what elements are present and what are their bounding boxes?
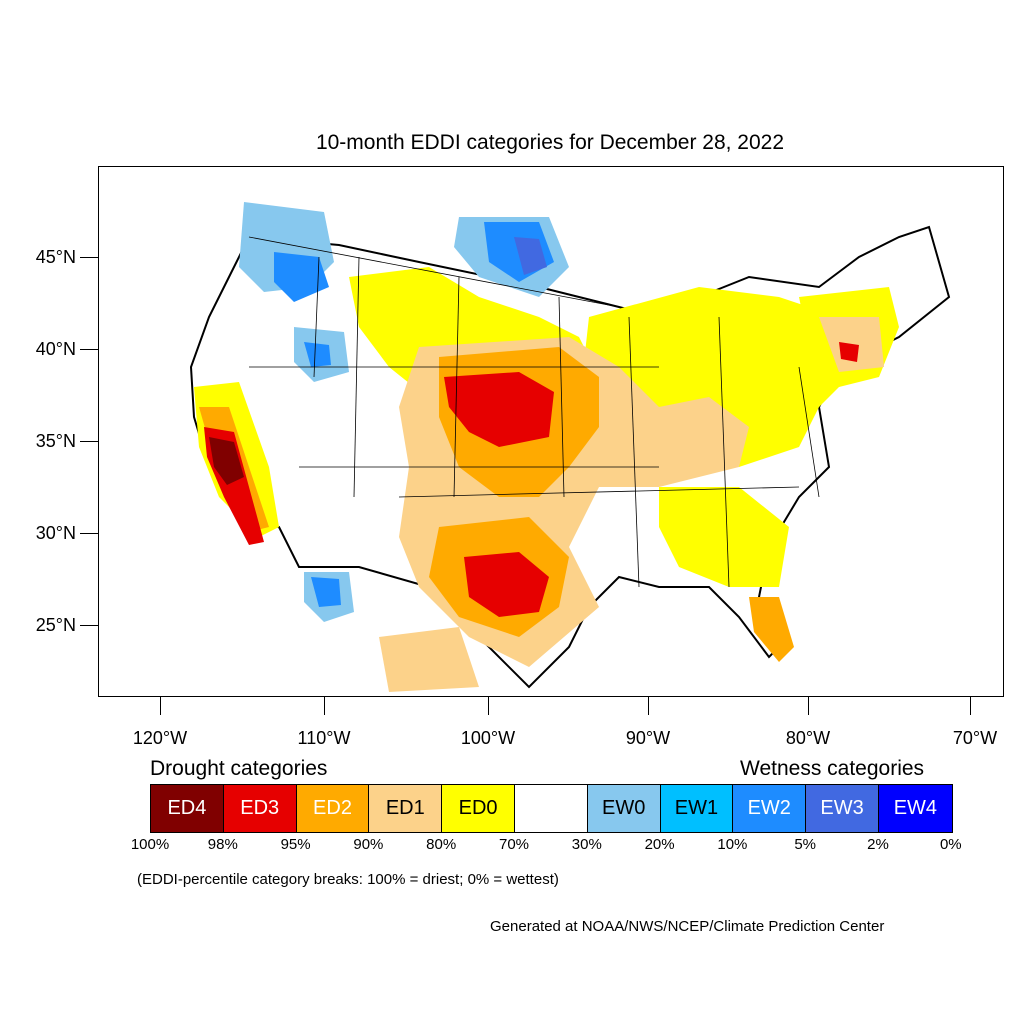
map-plot-area [98, 166, 1004, 697]
lon-tick [970, 697, 971, 715]
lat-label-45n: 45°N [35, 247, 76, 267]
lon-label-70w: 70°W [952, 728, 998, 748]
legend-swatch-ed0: ED0 [442, 785, 515, 832]
legend-swatch-ew1: EW1 [660, 785, 734, 832]
ed1-area-mexico [379, 627, 479, 692]
wet-area-minnesota-deep [514, 237, 547, 275]
lon-label-120w: 120°W [132, 728, 188, 748]
lat-label-40n: 40°N [35, 339, 76, 359]
lon-label-110w: 110°W [297, 728, 351, 748]
percentile-label: 10% [717, 836, 748, 853]
lat-tick [80, 349, 98, 350]
lat-tick [80, 533, 98, 534]
lon-tick [160, 697, 161, 715]
percentile-label: 2% [867, 836, 889, 853]
lon-label-100w: 100°W [460, 728, 516, 748]
eddi-map [189, 202, 951, 692]
ed3-area-texas [464, 552, 549, 617]
lon-label-90w: 90°W [625, 728, 671, 748]
lon-tick [648, 697, 649, 715]
percentile-label: 0% [939, 836, 962, 853]
percentile-label: 100% [130, 836, 170, 853]
lon-tick [488, 697, 489, 715]
legend-swatch-ed1: ED1 [369, 785, 443, 832]
lon-tick [808, 697, 809, 715]
legend-swatch-ew2: EW2 [733, 785, 807, 832]
ed0-area-southeast [659, 487, 789, 587]
ed3-area-northeast [839, 342, 859, 362]
percentile-label: 5% [794, 836, 817, 853]
wet-area-idaho [274, 252, 329, 302]
percentile-label: 80% [426, 836, 457, 853]
wetness-categories-title: Wetness categories [740, 757, 925, 780]
lon-tick [324, 697, 325, 715]
legend-swatch-ed4: ED4 [151, 785, 224, 832]
map-title: 10-month EDDI categories for December 28… [315, 131, 785, 154]
legend-swatch-ew3: EW3 [806, 785, 879, 832]
legend-swatch-normal [514, 785, 588, 832]
lat-label-30n: 30°N [35, 523, 76, 543]
credit-line: Generated at NOAA/NWS/NCEP/Climate Predi… [490, 918, 885, 935]
ed3-area-nebraska [444, 372, 554, 447]
category-breaks-note: (EDDI-percentile category breaks: 100% =… [137, 871, 559, 888]
drought-categories-title: Drought categories [150, 757, 328, 780]
wet-area-basin-core [304, 342, 331, 367]
wet-area-arizona-core [311, 577, 341, 607]
percentile-label: 70% [498, 836, 530, 853]
percentile-label: 95% [280, 836, 311, 853]
ed2-area-florida [749, 597, 794, 662]
legend-swatch-ew4: EW4 [878, 785, 952, 832]
ed4-area-california [209, 437, 244, 485]
legend-swatch-ed2: ED2 [296, 785, 370, 832]
legend-swatch-ew0: EW0 [587, 785, 661, 832]
state-boundaries [248, 236, 820, 588]
lat-tick [80, 625, 98, 626]
percentile-label: 98% [207, 836, 238, 853]
legend-swatch-ed3: ED3 [223, 785, 297, 832]
category-legend: ED4 ED3 ED2 ED1 ED0 EW0 EW1 EW2 EW3 EW4 [150, 784, 953, 833]
lat-label-35n: 35°N [35, 431, 76, 451]
percentile-label: 20% [644, 836, 675, 853]
lat-tick [80, 257, 98, 258]
lat-label-25n: 25°N [35, 615, 76, 635]
percentile-label: 30% [571, 836, 602, 853]
lon-label-80w: 80°W [785, 728, 831, 748]
lat-tick [80, 441, 98, 442]
percentile-label: 90% [353, 836, 384, 853]
